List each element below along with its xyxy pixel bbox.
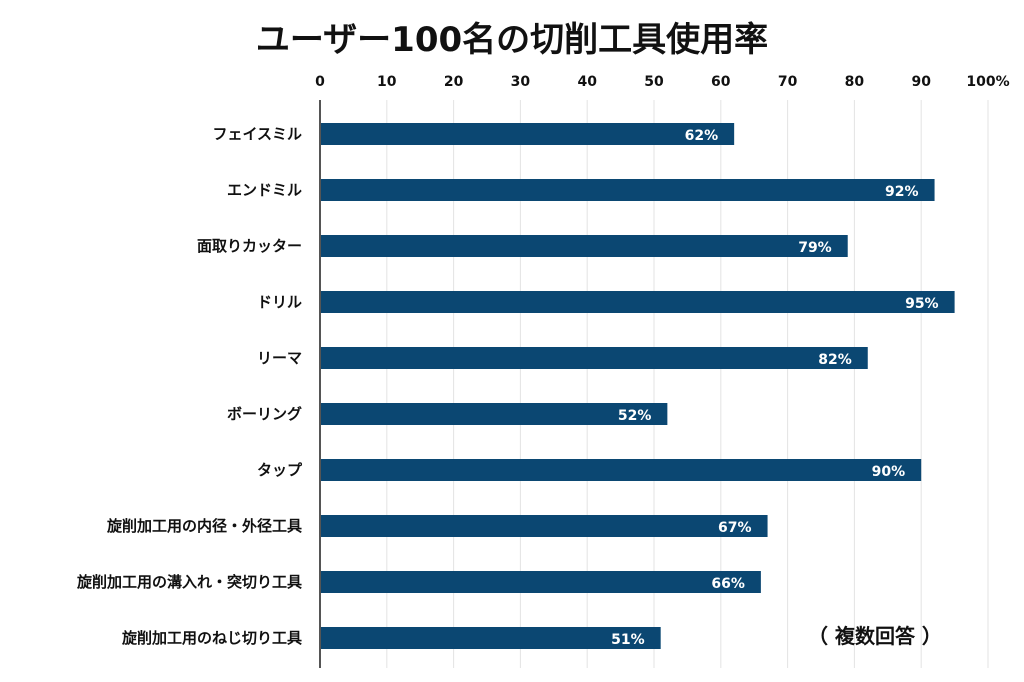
category-label: フェイスミル [212, 125, 302, 143]
category-label: 面取りカッター [197, 237, 302, 255]
x-tick-label: 80 [845, 74, 865, 90]
category-label: ボーリング [227, 405, 302, 423]
bar [320, 571, 761, 593]
category-label: ドリル [257, 293, 302, 311]
x-tick-label: 20 [444, 74, 464, 90]
x-tick-label: 100% [966, 74, 1009, 90]
category-label: 旋削加工用のねじ切り工具 [121, 629, 302, 647]
x-tick-label: 60 [711, 74, 731, 90]
category-label: 旋削加工用の内径・外径工具 [106, 517, 302, 535]
category-label: リーマ [257, 349, 302, 367]
x-tick-label: 10 [377, 74, 397, 90]
data-label: 62% [685, 128, 719, 144]
data-label: 95% [905, 296, 939, 312]
x-tick-label: 40 [577, 74, 597, 90]
multiple-answer-note: （ 複数回答 ） [808, 624, 942, 648]
bar [320, 347, 868, 369]
bar [320, 403, 668, 425]
data-label: 67% [718, 520, 752, 536]
data-label: 66% [711, 576, 745, 592]
x-tick-label: 50 [644, 74, 664, 90]
bar [320, 291, 955, 313]
data-label: 51% [611, 632, 645, 648]
data-label: 92% [885, 184, 919, 200]
data-label: 79% [798, 240, 832, 256]
bar [320, 123, 735, 145]
x-tick-label: 90 [911, 74, 931, 90]
x-tick-label: 30 [511, 74, 531, 90]
x-tick-label: 70 [778, 74, 798, 90]
data-label: 90% [872, 464, 906, 480]
bar [320, 515, 768, 537]
x-tick-label: 0 [315, 74, 325, 90]
bar [320, 459, 922, 481]
data-label: 52% [618, 408, 652, 424]
category-label: エンドミル [227, 181, 302, 199]
chart-title: ユーザー100名の切削工具使用率 [255, 20, 769, 60]
bar [320, 627, 661, 649]
bar [320, 179, 935, 201]
bar [320, 235, 848, 257]
category-label: 旋削加工用の溝入れ・突切り工具 [76, 573, 302, 591]
category-label: タップ [257, 461, 303, 479]
data-label: 82% [818, 352, 852, 368]
